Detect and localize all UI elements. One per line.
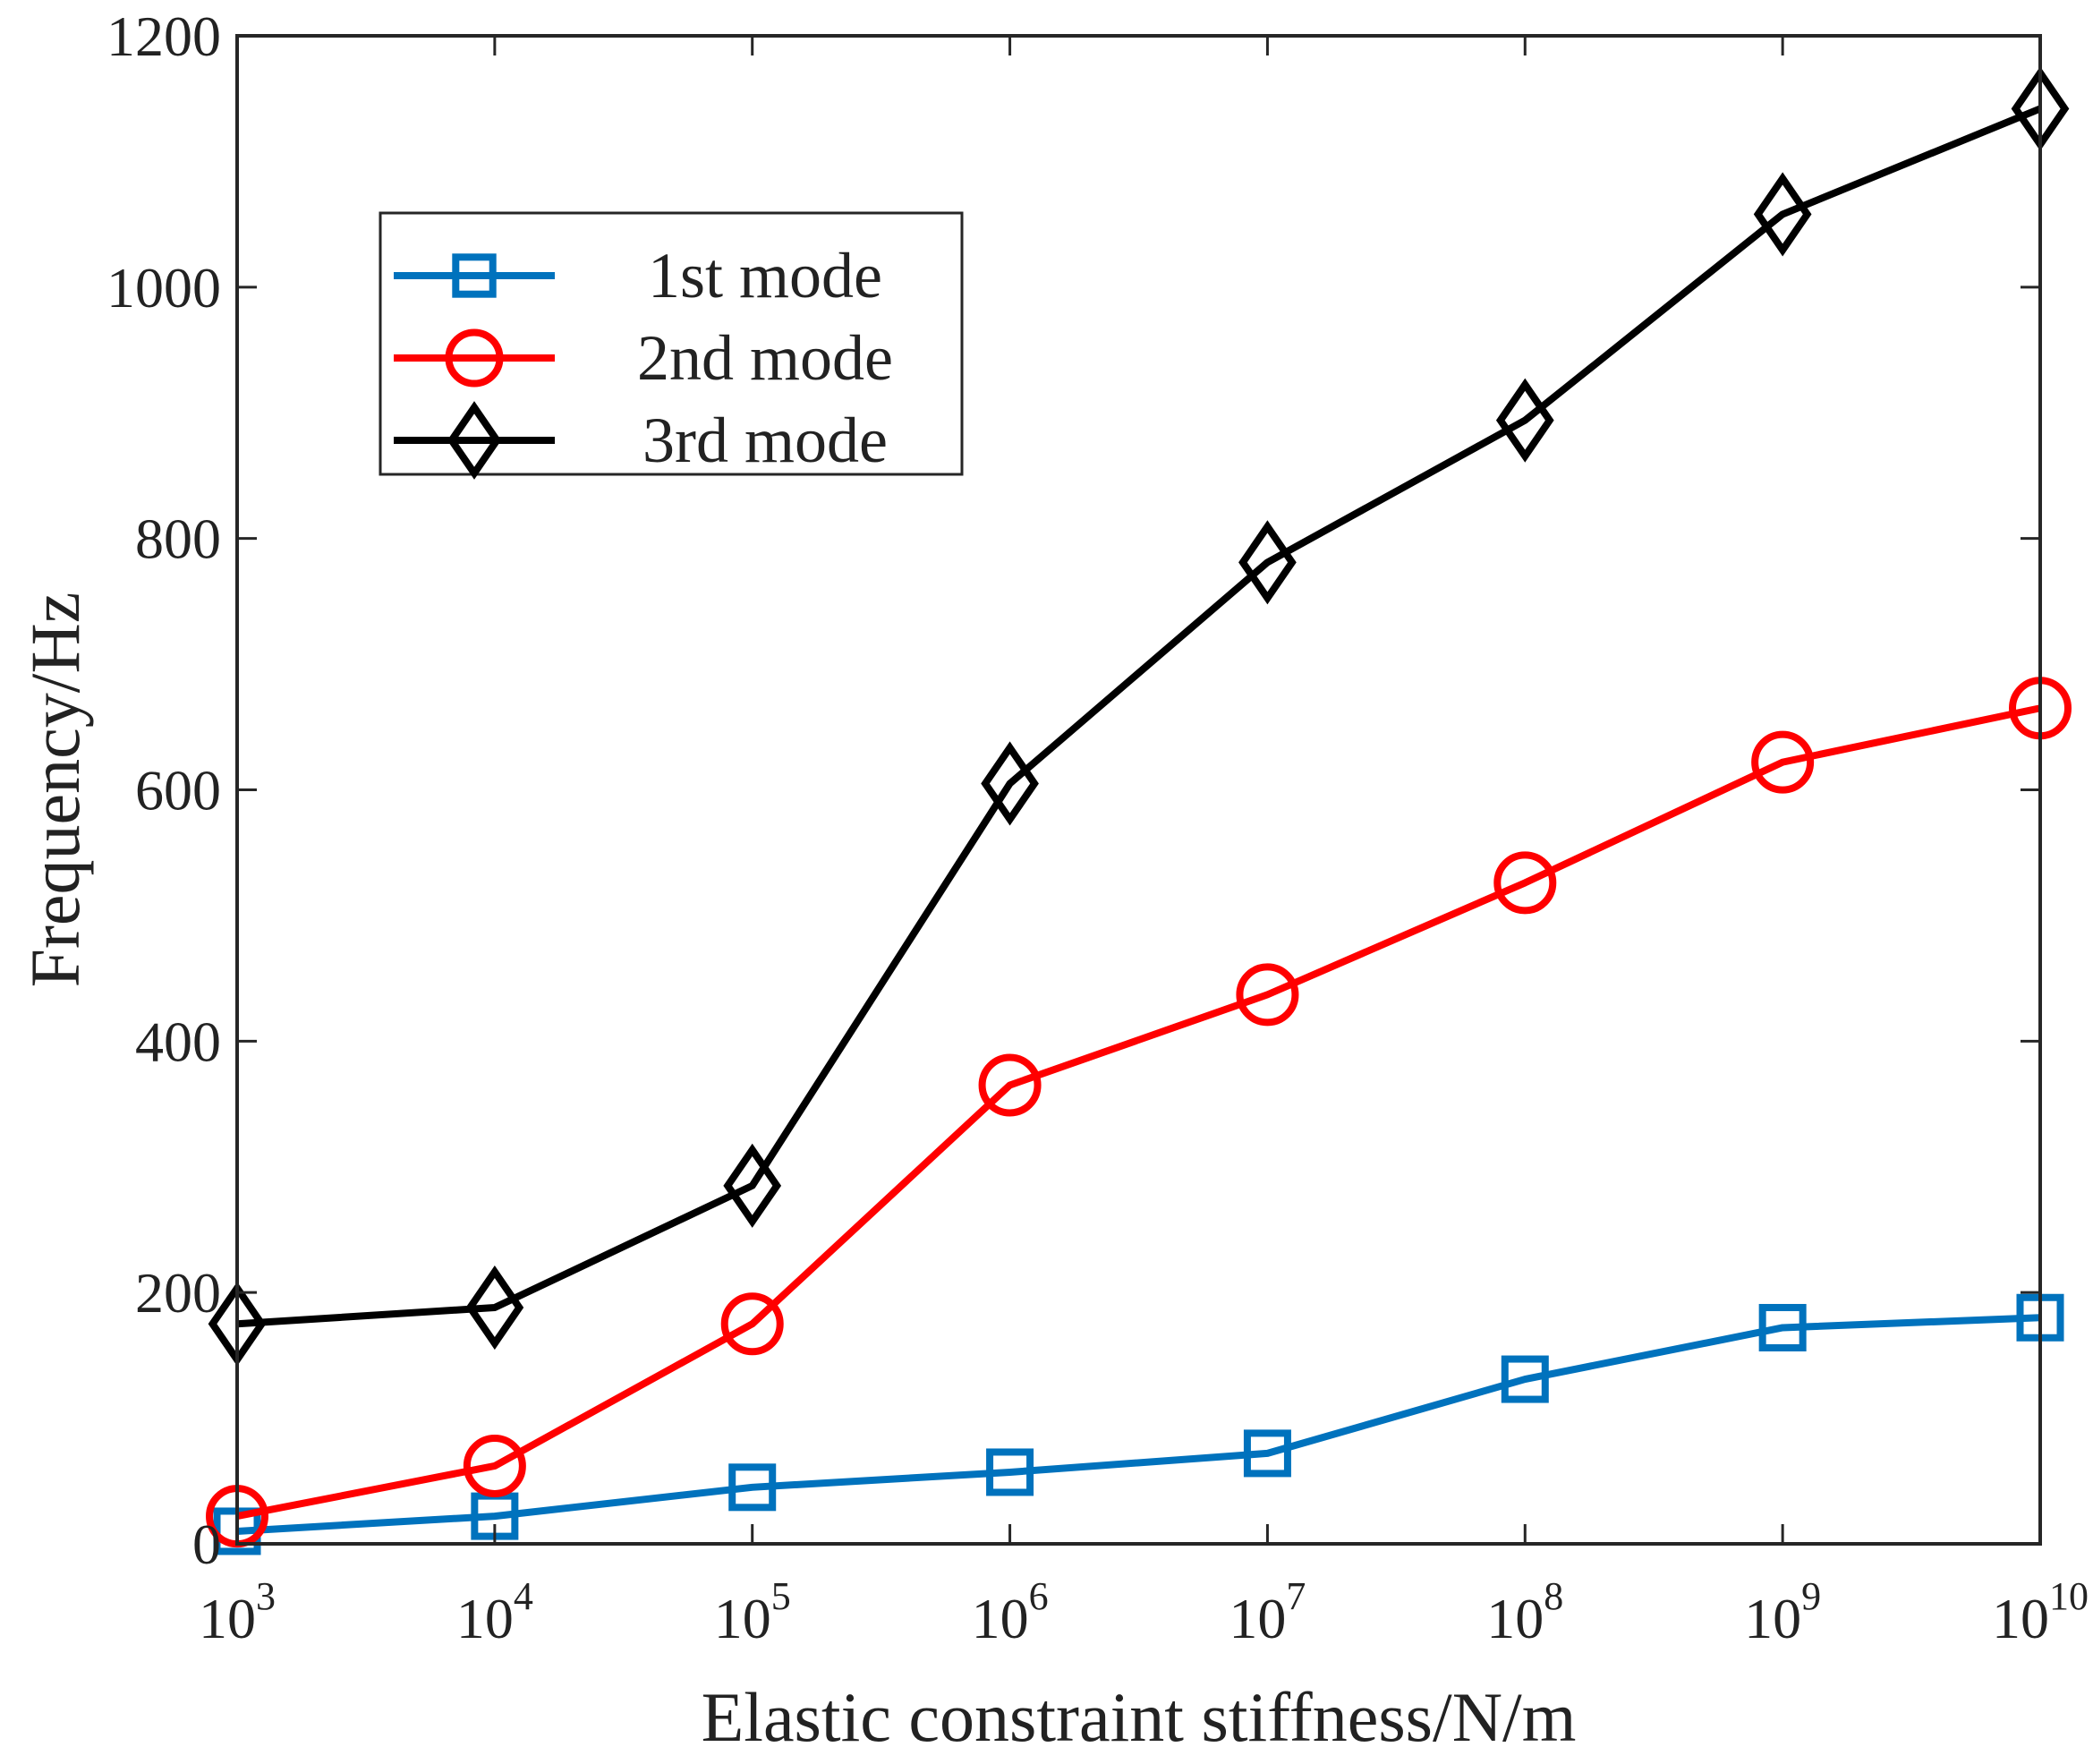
data-point-square bbox=[1501, 1355, 1549, 1403]
data-point-square bbox=[1758, 1303, 1807, 1351]
x-tick-exponent: 8 bbox=[1544, 1574, 1563, 1618]
x-tick-base: 10 bbox=[1744, 1587, 1801, 1650]
legend-item: 1st mode bbox=[394, 240, 882, 311]
data-point-square bbox=[1243, 1429, 1291, 1478]
x-tick-label: 108 bbox=[1486, 1574, 1563, 1650]
data-point-diamond bbox=[1753, 172, 1812, 257]
data-point-diamond bbox=[1238, 520, 1297, 605]
x-tick-exponent: 10 bbox=[2049, 1574, 2089, 1618]
y-tick-label: 800 bbox=[135, 507, 221, 571]
x-tick-label: 1010 bbox=[1992, 1574, 2089, 1650]
data-point-circle bbox=[1236, 963, 1299, 1027]
x-tick-base: 10 bbox=[456, 1587, 514, 1650]
x-tick-exponent: 9 bbox=[1801, 1574, 1821, 1618]
data-point-circle bbox=[1751, 730, 1815, 794]
data-point-circle bbox=[1493, 851, 1557, 915]
series-3 bbox=[208, 66, 2070, 1367]
x-tick-exponent: 3 bbox=[256, 1574, 276, 1618]
y-tick-label: 1000 bbox=[106, 256, 221, 320]
x-tick-label: 104 bbox=[456, 1574, 533, 1650]
x-tick-exponent: 7 bbox=[1286, 1574, 1306, 1618]
x-tick-label: 106 bbox=[972, 1574, 1049, 1650]
x-tick-base: 10 bbox=[1992, 1587, 2049, 1650]
x-tick-label: 103 bbox=[199, 1574, 276, 1650]
x-axis-label: Elastic constraint stiffness/N/m bbox=[702, 1678, 1577, 1756]
y-axis-label: Frequency/Hz bbox=[16, 592, 94, 988]
x-tick-base: 10 bbox=[972, 1587, 1029, 1650]
x-tick-label: 109 bbox=[1744, 1574, 1821, 1650]
legend-label: 1st mode bbox=[648, 240, 882, 311]
x-tick-base: 10 bbox=[714, 1587, 771, 1650]
y-tick-label: 200 bbox=[135, 1261, 221, 1325]
series-line bbox=[236, 704, 2041, 1521]
legend-label: 3rd mode bbox=[642, 405, 888, 476]
legend: 1st mode 2nd mode 3rd mode bbox=[379, 211, 964, 480]
x-tick-label: 107 bbox=[1229, 1574, 1306, 1650]
data-point-diamond bbox=[981, 741, 1039, 826]
y-tick-label: 400 bbox=[135, 1010, 221, 1073]
data-point-circle bbox=[978, 1053, 1042, 1117]
series-line bbox=[236, 105, 2042, 1328]
x-tick-base: 10 bbox=[1486, 1587, 1544, 1650]
x-tick-base: 10 bbox=[1229, 1587, 1286, 1650]
legend-item: 2nd mode bbox=[394, 322, 893, 394]
legend-marker-circle bbox=[445, 328, 504, 388]
ticks-layer bbox=[235, 34, 2042, 1546]
tick-labels-layer: 103 104 105 106 107 108 109 1010020040060080010… bbox=[106, 4, 2089, 1650]
data-point-circle bbox=[463, 1434, 526, 1497]
x-tick-label: 105 bbox=[714, 1574, 791, 1650]
legend-marker-square bbox=[452, 253, 497, 298]
legend-label: 2nd mode bbox=[637, 322, 893, 394]
series-line bbox=[236, 1314, 2041, 1535]
series-2 bbox=[206, 677, 2072, 1548]
legend-items: 1st mode 2nd mode 3rd mode bbox=[394, 240, 893, 480]
x-tick-exponent: 6 bbox=[1029, 1574, 1049, 1618]
legend-marker-diamond bbox=[447, 401, 502, 480]
x-tick-base: 10 bbox=[199, 1587, 256, 1650]
data-point-diamond bbox=[723, 1143, 782, 1228]
data-point-circle bbox=[720, 1292, 784, 1356]
x-tick-exponent: 5 bbox=[771, 1574, 791, 1618]
data-point-square bbox=[986, 1448, 1034, 1496]
y-tick-label: 1200 bbox=[106, 4, 221, 68]
data-point-square bbox=[728, 1463, 777, 1512]
x-tick-exponent: 4 bbox=[514, 1574, 533, 1618]
data-point-diamond bbox=[465, 1265, 524, 1351]
data-point-diamond bbox=[1495, 378, 1554, 463]
y-tick-label: 600 bbox=[135, 759, 221, 822]
y-tick-label: 0 bbox=[192, 1513, 221, 1576]
legend-item: 3rd mode bbox=[394, 401, 888, 480]
